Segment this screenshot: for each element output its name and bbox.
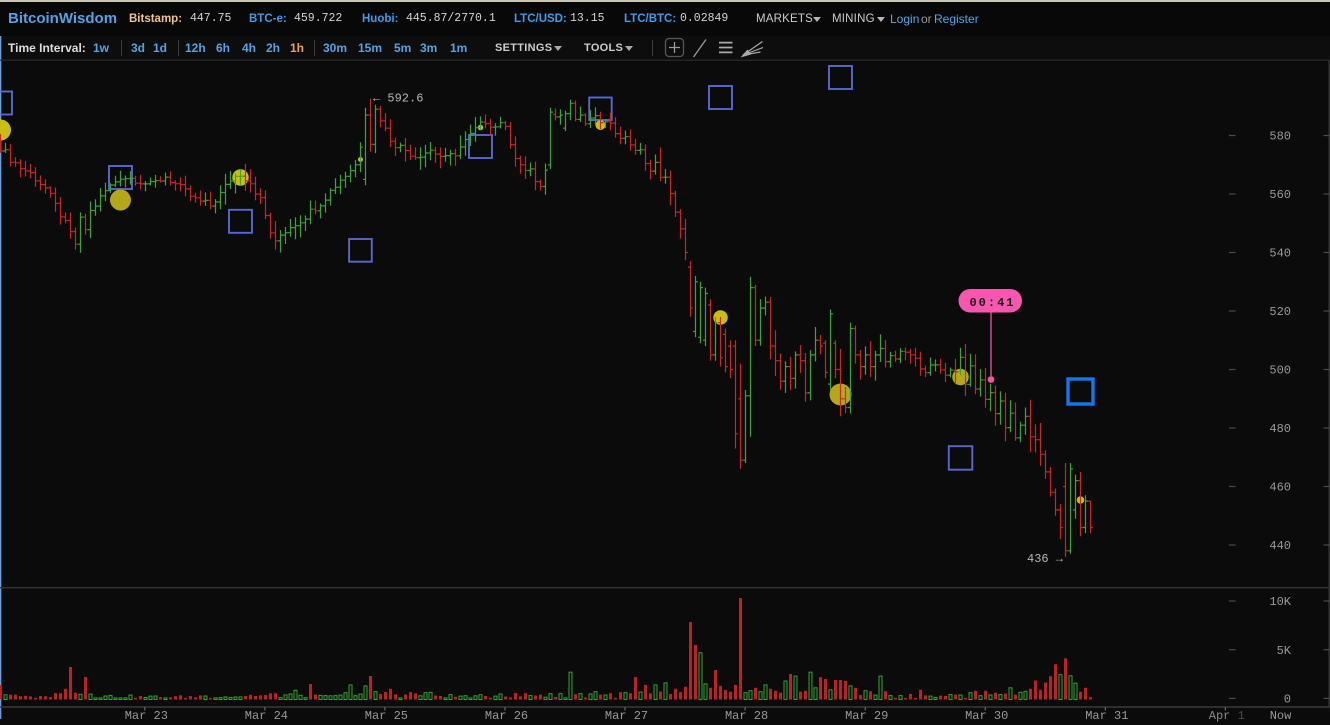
svg-text:00:41: 00:41 bbox=[969, 296, 1015, 310]
svg-text:0: 0 bbox=[1284, 693, 1291, 707]
svg-text:Mar 27: Mar 27 bbox=[605, 709, 648, 723]
svg-text:Mar 29: Mar 29 bbox=[845, 709, 888, 723]
svg-text:460: 460 bbox=[1269, 481, 1291, 495]
svg-text:10K: 10K bbox=[1269, 595, 1291, 609]
svg-text:Mar 28: Mar 28 bbox=[725, 709, 768, 723]
svg-text:580: 580 bbox=[1269, 130, 1291, 144]
svg-text:480: 480 bbox=[1269, 422, 1291, 436]
svg-text:500: 500 bbox=[1269, 364, 1291, 378]
svg-text:Mar 25: Mar 25 bbox=[365, 709, 408, 723]
svg-text:Mar 24: Mar 24 bbox=[245, 709, 288, 723]
svg-text:560: 560 bbox=[1269, 188, 1291, 202]
svg-text:Mar 31: Mar 31 bbox=[1085, 709, 1128, 723]
svg-text:Mar 23: Mar 23 bbox=[125, 709, 168, 723]
svg-text:540: 540 bbox=[1269, 247, 1291, 261]
svg-text:Now: Now bbox=[1270, 709, 1292, 723]
svg-text:440: 440 bbox=[1269, 539, 1291, 553]
svg-text:Apr 1: Apr 1 bbox=[1209, 709, 1245, 723]
svg-text:Mar 30: Mar 30 bbox=[965, 709, 1008, 723]
svg-text:436 →: 436 → bbox=[1027, 552, 1064, 566]
svg-text:← 592.6: ← 592.6 bbox=[373, 92, 423, 106]
svg-text:5K: 5K bbox=[1277, 644, 1292, 658]
svg-text:Mar 26: Mar 26 bbox=[485, 709, 528, 723]
svg-text:520: 520 bbox=[1269, 305, 1291, 319]
